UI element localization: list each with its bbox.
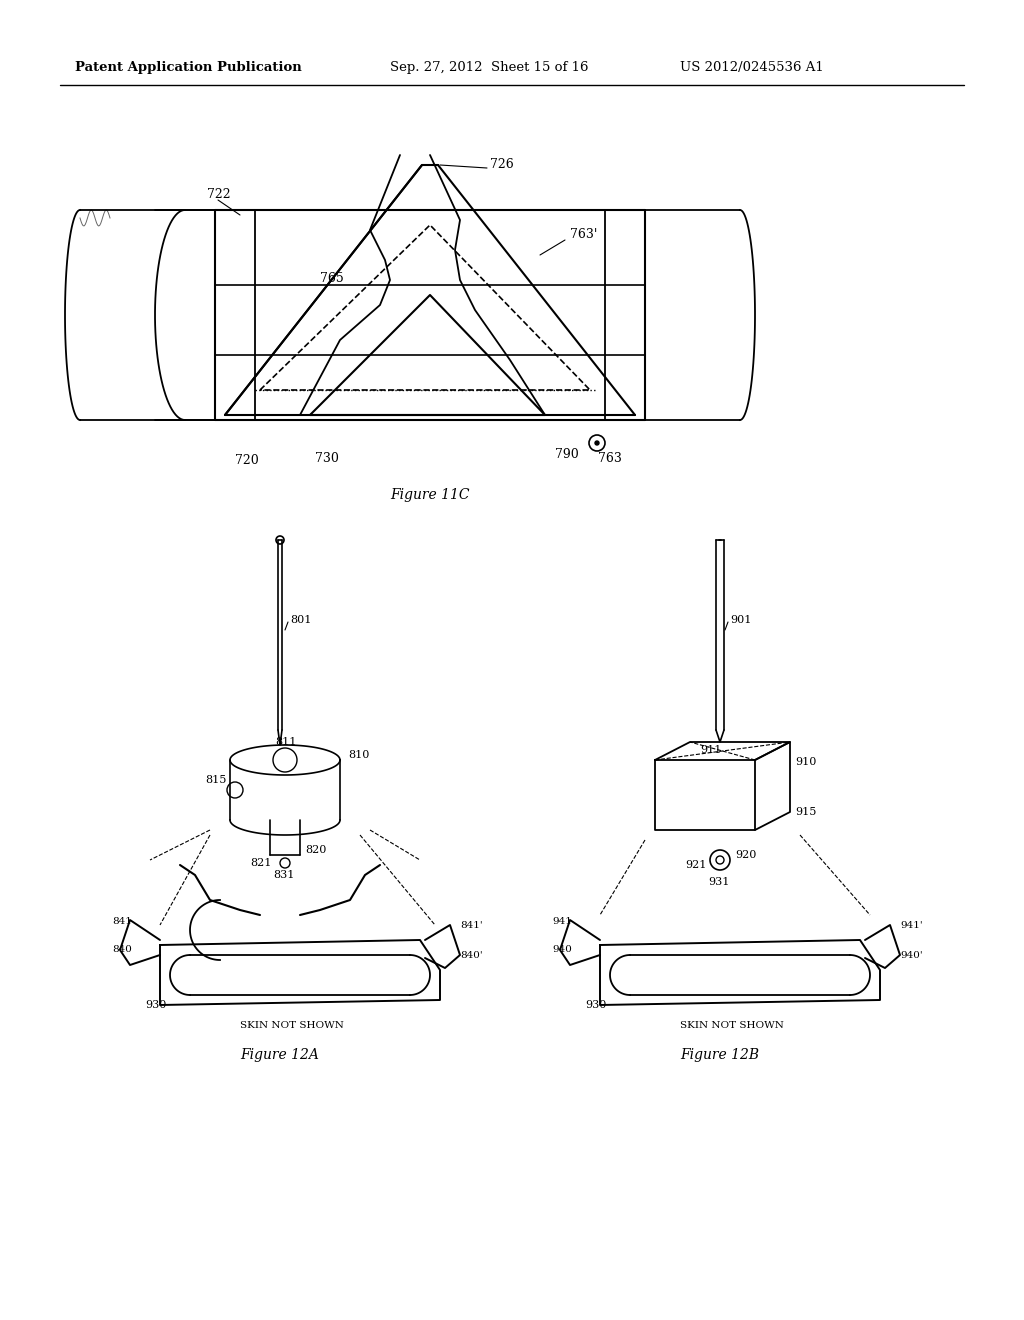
- Text: 920: 920: [735, 850, 757, 861]
- Text: 763: 763: [598, 451, 622, 465]
- Text: 722: 722: [207, 189, 230, 202]
- Text: SKIN NOT SHOWN: SKIN NOT SHOWN: [240, 1020, 344, 1030]
- Text: Figure 12B: Figure 12B: [680, 1048, 760, 1063]
- Text: 931: 931: [708, 876, 729, 887]
- Text: 763': 763': [570, 228, 597, 242]
- Text: 941': 941': [900, 920, 923, 929]
- Text: 930: 930: [585, 1001, 606, 1010]
- Text: 911: 911: [700, 744, 721, 755]
- Text: 801: 801: [290, 615, 311, 624]
- Text: 831: 831: [273, 870, 294, 880]
- Text: 726: 726: [490, 158, 514, 172]
- Text: 840': 840': [460, 950, 482, 960]
- Text: US 2012/0245536 A1: US 2012/0245536 A1: [680, 62, 823, 74]
- Text: 810: 810: [348, 750, 370, 760]
- Text: 915: 915: [795, 807, 816, 817]
- Text: 841: 841: [112, 917, 132, 927]
- Text: 940': 940': [900, 950, 923, 960]
- Circle shape: [595, 441, 599, 445]
- Text: SKIN NOT SHOWN: SKIN NOT SHOWN: [680, 1020, 784, 1030]
- Text: 930: 930: [145, 1001, 166, 1010]
- Text: Figure 11C: Figure 11C: [390, 488, 470, 502]
- Text: 790: 790: [555, 449, 579, 462]
- Text: 720: 720: [234, 454, 259, 466]
- Text: 820: 820: [305, 845, 327, 855]
- Text: 901: 901: [730, 615, 752, 624]
- Text: 840: 840: [112, 945, 132, 954]
- Text: Patent Application Publication: Patent Application Publication: [75, 62, 302, 74]
- Text: Figure 12A: Figure 12A: [241, 1048, 319, 1063]
- Text: 921: 921: [685, 861, 707, 870]
- Text: 941: 941: [552, 917, 571, 927]
- Text: 730: 730: [315, 451, 339, 465]
- Text: Sep. 27, 2012  Sheet 15 of 16: Sep. 27, 2012 Sheet 15 of 16: [390, 62, 589, 74]
- Text: 910: 910: [795, 756, 816, 767]
- Text: 821: 821: [250, 858, 271, 869]
- Text: 841': 841': [460, 920, 482, 929]
- Text: 765: 765: [319, 272, 344, 285]
- Text: 815: 815: [205, 775, 226, 785]
- Text: 940: 940: [552, 945, 571, 954]
- Text: 811: 811: [275, 737, 296, 747]
